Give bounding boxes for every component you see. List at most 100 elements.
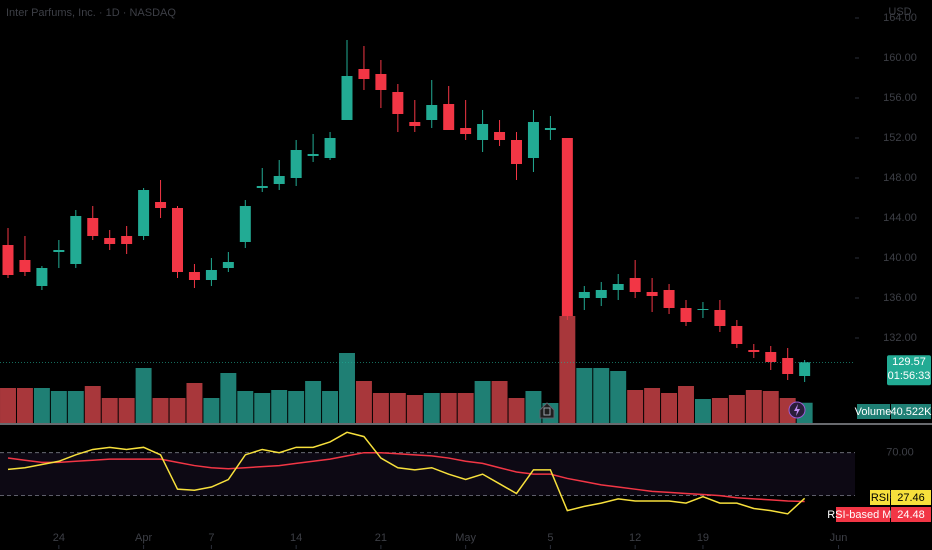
y-tick-label: 164.00 (883, 12, 917, 24)
volume-bar (84, 386, 101, 423)
volume-bar (186, 383, 203, 423)
candle-body (443, 104, 455, 130)
rsi-ma-line (7, 451, 805, 503)
candle-body (155, 202, 167, 208)
y-tick-label: 140.00 (883, 252, 917, 264)
rsi-ma-value: 24.48 (897, 509, 925, 521)
candle-body (511, 140, 522, 164)
y-tick-label: 156.00 (883, 92, 917, 104)
volume-bar (118, 398, 135, 423)
candle-body (358, 69, 370, 79)
candle-body (646, 292, 658, 296)
candle-body (256, 186, 268, 188)
rsi-line (7, 431, 806, 515)
y-tick-label: 132.00 (883, 332, 917, 344)
rsi-ma-name: RSI-based MA (827, 509, 899, 521)
volume-bar (762, 391, 779, 423)
candle-body (188, 272, 200, 280)
volume-bar (745, 390, 762, 423)
volume-bar (728, 395, 745, 423)
x-tick-label: 19 (697, 532, 709, 544)
candle-body (172, 208, 183, 272)
candle-body (731, 326, 743, 344)
volume-bar (644, 388, 661, 423)
volume-bar (559, 316, 576, 423)
rsi-value: 27.46 (897, 492, 925, 504)
candle-body (121, 236, 133, 244)
candle-body (138, 190, 150, 236)
volume-bar (576, 368, 593, 423)
volume-value-tag (891, 404, 931, 419)
y-tick-label: 152.00 (883, 132, 917, 144)
volume-bar (355, 381, 372, 423)
x-tick-label: 24 (53, 532, 65, 544)
candle-body (205, 270, 217, 280)
chart-title: Inter Parfums, Inc. · 1D · NASDAQ (6, 7, 176, 19)
volume-bar (593, 368, 610, 423)
x-tick-label: 5 (547, 532, 553, 544)
volume-bar (678, 386, 694, 423)
volume-bar (220, 373, 237, 423)
candle-body (409, 122, 421, 126)
volume-bar (610, 371, 627, 423)
y-tick-label: 136.00 (883, 292, 917, 304)
volume-bar (254, 393, 271, 423)
candle-body (273, 176, 285, 184)
candle-body (53, 250, 65, 252)
volume-bar (0, 388, 16, 423)
event-icon-bolt (794, 404, 800, 416)
earnings-icon-mark (543, 407, 551, 416)
countdown-label: 01:56:33 (888, 370, 931, 382)
currency: USD (888, 6, 911, 18)
candle-body (2, 245, 14, 275)
volume-bar (406, 395, 423, 423)
last-price-label: 129.57 (892, 356, 926, 368)
x-tick-label: Jun (830, 532, 848, 544)
candle-body (290, 150, 302, 178)
candle-body (595, 290, 607, 298)
volume-bar (389, 393, 406, 423)
candle-body (527, 122, 539, 158)
volume-bar (457, 393, 474, 423)
candle-body (782, 358, 794, 374)
candle-body (477, 124, 489, 140)
volume-bar (474, 381, 491, 423)
candle-body (680, 308, 692, 322)
candle-body (544, 128, 556, 130)
y-tick-label: 160.00 (883, 52, 917, 64)
candle-body (697, 309, 709, 310)
volume-name: Volume (855, 406, 892, 418)
volume-bar (440, 393, 457, 423)
volume-bar (491, 381, 508, 423)
candle-body (307, 154, 319, 156)
candle-body (578, 292, 590, 298)
candle-body (239, 206, 251, 242)
last-price-tag (887, 355, 931, 386)
candle-body (36, 268, 48, 286)
volume-bar (203, 398, 220, 423)
dividend-badge (788, 401, 806, 419)
volume-bar (372, 393, 389, 423)
x-tick-label: 12 (629, 532, 641, 544)
volume-bar (169, 398, 186, 423)
x-tick-label: May (455, 532, 476, 544)
volume-bar (508, 398, 525, 423)
candle-body (70, 216, 82, 264)
candle-body (392, 92, 404, 114)
volume-bar (16, 388, 33, 423)
candle-body (104, 238, 116, 244)
volume-bar (271, 390, 288, 423)
candle-body (494, 132, 506, 140)
volume-bar (322, 391, 339, 423)
volume-bar (711, 398, 728, 423)
volume-bar (525, 391, 542, 423)
candle-body (87, 218, 99, 236)
candle-body (375, 74, 387, 90)
volume-bar (627, 390, 644, 423)
candle-body (799, 362, 811, 376)
earnings-badge (539, 402, 555, 419)
rsi-name: RSI (871, 492, 889, 504)
candle-body (748, 350, 760, 352)
